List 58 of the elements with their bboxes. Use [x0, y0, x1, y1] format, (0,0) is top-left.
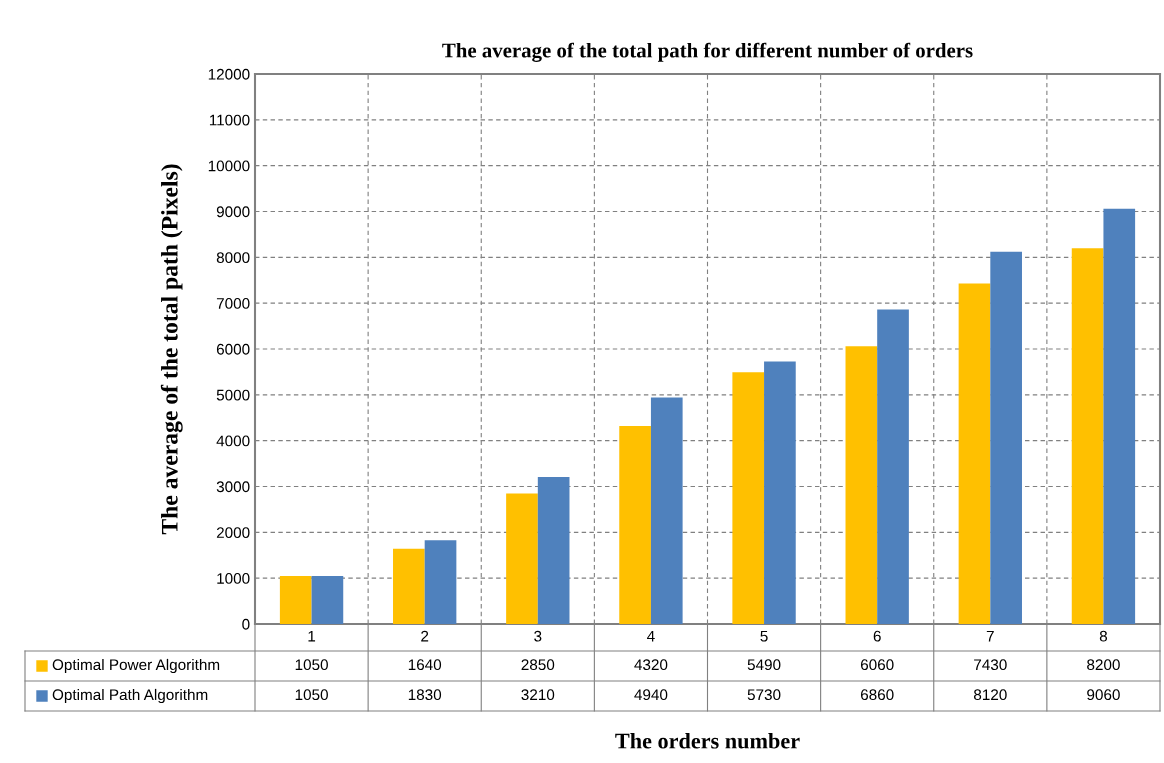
- y-tick-label: 4000: [216, 435, 250, 447]
- bar: [764, 361, 796, 624]
- y-tick-label: 7000: [216, 298, 250, 309]
- y-tick-label: 0: [242, 618, 250, 630]
- y-tick-label: 12000: [208, 68, 250, 80]
- data-label: 9060: [1087, 689, 1120, 701]
- data-label: 2850: [521, 659, 555, 671]
- data-label: 7430: [974, 659, 1007, 671]
- y-tick-label: 10000: [208, 160, 250, 172]
- bar: [958, 283, 991, 624]
- data-label: 1640: [408, 659, 442, 671]
- data-label: 4320: [634, 659, 668, 671]
- legend-label: Optimal Path Algorithm: [52, 688, 208, 704]
- bar: [990, 251, 1022, 624]
- chart-title: The average of the total path for different number of orders: [442, 42, 973, 62]
- data-label: 1050: [295, 689, 328, 701]
- data-label: 6060: [860, 659, 894, 671]
- y-tick-label: 1000: [217, 573, 250, 584]
- bar: [393, 548, 425, 624]
- data-label: 8200: [1087, 659, 1120, 671]
- bar: [279, 575, 312, 624]
- x-tick-label: 3: [534, 630, 542, 642]
- legend-label: Optimal Power Algorithm: [52, 658, 220, 674]
- bar: [311, 575, 344, 624]
- x-tick-label: 1: [308, 630, 316, 642]
- data-label: 6860: [860, 689, 894, 701]
- bar: [619, 426, 651, 624]
- x-tick-label: 6: [873, 630, 881, 642]
- bar: [424, 540, 457, 624]
- y-tick-label: 6000: [216, 343, 250, 355]
- y-tick-label: 8000: [216, 252, 250, 264]
- x-tick-label: 4: [647, 630, 655, 642]
- y-tick-label: 2000: [216, 527, 250, 539]
- bar: [732, 372, 765, 624]
- y-tick-label: 11000: [209, 114, 250, 126]
- y-tick-label: 9000: [216, 206, 250, 218]
- y-axis-title: The average of the total path (Pixels): [160, 164, 183, 535]
- y-tick-label: 5000: [216, 389, 250, 401]
- bar: [650, 397, 683, 624]
- bar: [877, 309, 909, 624]
- x-tick-label: 8: [1099, 630, 1108, 642]
- bar: [1071, 248, 1104, 624]
- data-label: 4940: [634, 689, 668, 701]
- data-label: 5490: [747, 659, 781, 671]
- bar: [1103, 208, 1136, 624]
- y-tick-label: 3000: [216, 481, 250, 493]
- x-tick-label: 5: [760, 630, 768, 642]
- data-label: 3210: [521, 689, 555, 701]
- data-label: 1830: [408, 689, 442, 701]
- data-label: 1050: [295, 659, 328, 671]
- bar: [506, 493, 538, 624]
- data-label: 5730: [747, 689, 781, 701]
- x-tick-label: 2: [421, 630, 429, 642]
- data-label: 8120: [973, 689, 1007, 701]
- bar: [537, 476, 570, 624]
- bar: [845, 346, 878, 624]
- x-axis-title: The orders number: [615, 732, 800, 749]
- x-tick-label: 7: [986, 630, 994, 642]
